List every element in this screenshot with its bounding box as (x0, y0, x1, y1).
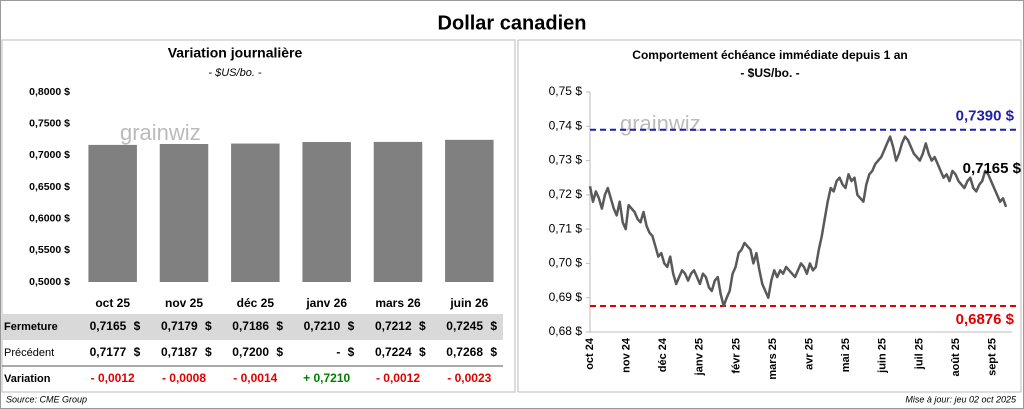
table-cell: 0,7165 (90, 319, 127, 333)
x-tick-label: avr 25 (804, 338, 816, 370)
bar (159, 143, 209, 282)
x-tick-label: janv 25 (694, 338, 706, 376)
table-unit: $ (490, 319, 497, 333)
table-cell: 0,7268 (446, 345, 483, 359)
x-tick-label: févr 25 (730, 338, 742, 373)
y-tick-label: 0,68 $ (549, 324, 583, 338)
bar (88, 144, 137, 282)
right-panel (517, 39, 1022, 393)
table-cell: - 0,0014 (233, 371, 277, 385)
table-cell: 0,7187 (161, 345, 198, 359)
row-label: Précédent (4, 347, 54, 359)
bar (445, 139, 494, 282)
table-cell: + 0,7210 (303, 371, 350, 385)
bar (231, 143, 280, 282)
watermark: grainwiz (620, 111, 701, 136)
table-unit: $ (205, 319, 212, 333)
page-title: Dollar canadien (438, 12, 587, 34)
table-unit: $ (205, 345, 212, 359)
x-tick-label: oct 25 (95, 296, 130, 310)
table-cell: 0,7210 (304, 319, 341, 333)
table-unit: $ (348, 345, 355, 359)
table-cell: - 0,0012 (376, 371, 420, 385)
x-tick-label: mars 25 (767, 338, 779, 380)
line-series (588, 135, 1008, 308)
y-tick-label: 0,8000 $ (29, 86, 70, 98)
x-tick-label: nov 24 (621, 337, 633, 373)
x-tick-label: déc 24 (657, 337, 669, 372)
x-tick-label: déc 25 (237, 296, 275, 310)
chart-title: Variation journalière (168, 45, 303, 61)
left-panel (1, 39, 516, 393)
chart-title: Comportement échéance immédiate depuis 1… (632, 48, 907, 62)
y-tick-label: 0,5000 $ (29, 276, 70, 288)
table-cell: 0,7186 (232, 319, 269, 333)
table-cell: 0,7200 (232, 345, 269, 359)
y-tick-label: 0,72 $ (549, 187, 583, 201)
end-label: 0,7165 $ (963, 160, 1022, 177)
x-tick-label: mars 26 (375, 296, 421, 310)
table-cell: - (336, 345, 340, 359)
row-label: Fermeture (4, 321, 58, 333)
table-cell: 0,7179 (161, 319, 198, 333)
table-cell: 0,7212 (375, 319, 412, 333)
table-cell: 0,7224 (375, 345, 412, 359)
table-unit: $ (276, 319, 283, 333)
y-tick-label: 0,73 $ (549, 153, 583, 167)
x-tick-label: mai 25 (840, 338, 852, 372)
y-tick-label: 0,75 $ (549, 84, 583, 98)
reference-label: 0,6876 $ (956, 311, 1015, 328)
table-unit: $ (348, 319, 355, 333)
x-tick-label: août 25 (950, 338, 962, 377)
table-cell: - 0,0008 (162, 371, 206, 385)
table-cell: - 0,0023 (447, 371, 491, 385)
y-tick-label: 0,6500 $ (29, 181, 70, 193)
y-tick-label: 0,7000 $ (29, 149, 70, 161)
table-cell: - 0,0012 (91, 371, 135, 385)
row-shade (2, 314, 503, 340)
x-tick-label: juin 25 (877, 338, 889, 374)
y-tick-label: 0,70 $ (549, 256, 583, 270)
table-cell: 0,7245 (446, 319, 483, 333)
table-unit: $ (419, 319, 426, 333)
x-tick-label: juil 25 (913, 338, 925, 370)
x-tick-label: janv 26 (305, 296, 347, 310)
y-tick-label: 0,6000 $ (29, 212, 70, 224)
x-tick-label: sept 25 (987, 338, 999, 376)
table-cell: 0,7177 (90, 345, 127, 359)
bar (302, 142, 351, 282)
row-label: Variation (4, 373, 51, 385)
chart-subtitle: - $US/bo. - (740, 66, 799, 80)
reference-label: 0,7390 $ (956, 108, 1015, 125)
table-unit: $ (134, 319, 141, 333)
chart-subtitle: - $US/bo. - (208, 67, 262, 79)
table-unit: $ (276, 345, 283, 359)
x-tick-label: juin 26 (449, 296, 488, 310)
table-unit: $ (490, 345, 497, 359)
y-tick-label: 0,74 $ (549, 118, 583, 132)
y-tick-label: 0,7500 $ (29, 117, 70, 129)
watermark: grainwiz (120, 120, 201, 145)
x-tick-label: oct 24 (584, 337, 596, 370)
table-unit: $ (419, 345, 426, 359)
updated: Mise à jour: jeu 02 oct 2025 (905, 394, 1017, 404)
y-tick-label: 0,69 $ (549, 290, 583, 304)
bar (373, 141, 423, 282)
y-tick-label: 0,5500 $ (29, 244, 70, 256)
x-tick-label: nov 25 (165, 296, 203, 310)
source: Source: CME Group (6, 394, 87, 404)
table-unit: $ (134, 345, 141, 359)
y-tick-label: 0,71 $ (549, 221, 583, 235)
